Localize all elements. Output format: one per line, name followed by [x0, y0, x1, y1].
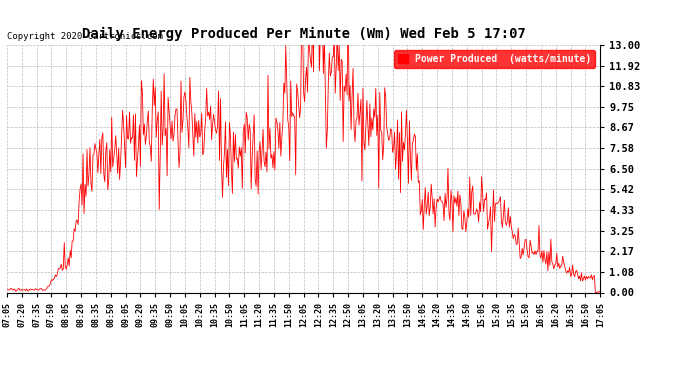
- Legend: Power Produced  (watts/minute): Power Produced (watts/minute): [394, 50, 595, 68]
- Title: Daily Energy Produced Per Minute (Wm) Wed Feb 5 17:07: Daily Energy Produced Per Minute (Wm) We…: [81, 27, 526, 41]
- Text: Copyright 2020 Cartronics.com: Copyright 2020 Cartronics.com: [7, 32, 163, 41]
